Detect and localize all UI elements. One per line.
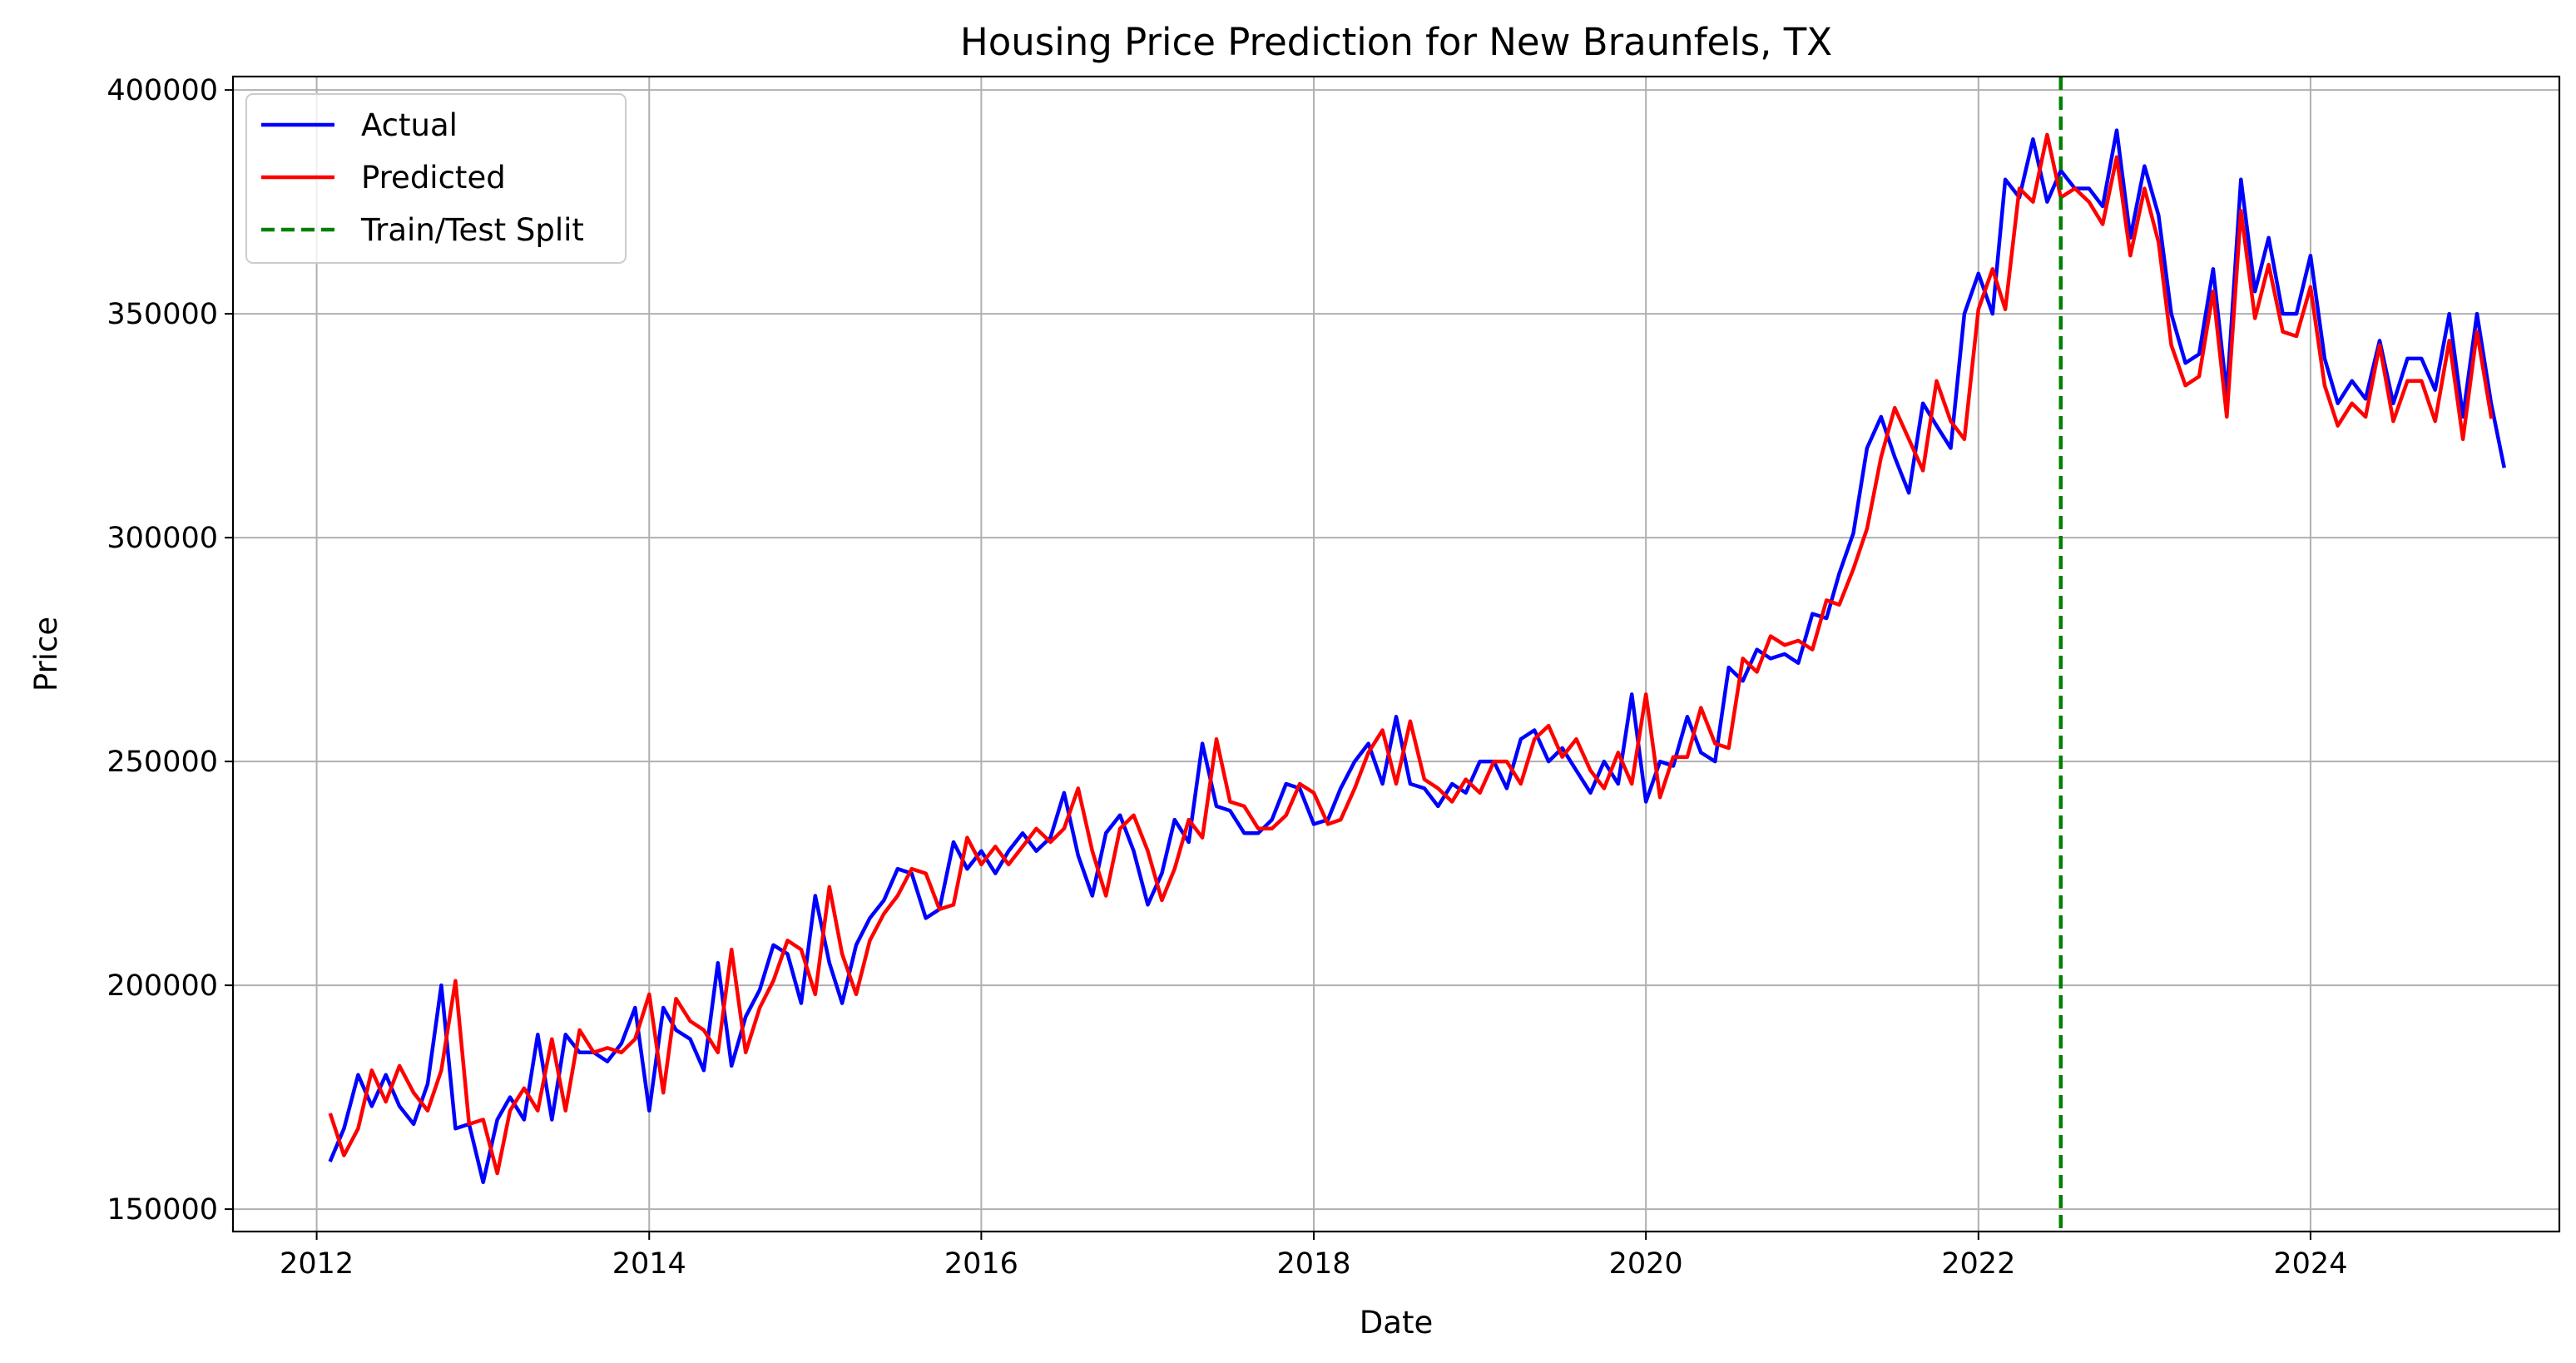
y-axis: 150000 200000 250000 300000 350000 400000 <box>107 74 233 1227</box>
plot-frame <box>231 75 2561 1233</box>
grid <box>233 77 2559 1232</box>
y-tick-label: 400000 <box>107 74 218 107</box>
legend-label-actual: Actual <box>361 107 458 143</box>
legend: Actual Predicted Train/Test Split <box>245 93 627 264</box>
x-axis-title: Date <box>1360 1305 1433 1341</box>
y-tick-label: 350000 <box>107 298 218 331</box>
legend-label-predicted: Predicted <box>361 160 506 196</box>
y-tick-label: 150000 <box>107 1193 218 1227</box>
y-tick-label: 200000 <box>107 969 218 1003</box>
x-tick-label: 2016 <box>944 1247 1018 1281</box>
series-line-predicted <box>328 132 2494 1176</box>
legend-label-split: Train/Test Split <box>360 212 584 248</box>
x-axis: 2012 2014 2016 2018 2020 2022 2024 <box>280 1232 2347 1281</box>
x-tick-label: 2024 <box>2273 1247 2347 1281</box>
x-tick-label: 2020 <box>1609 1247 1683 1281</box>
y-tick-label: 250000 <box>107 746 218 779</box>
y-tick-label: 300000 <box>107 522 218 555</box>
series-lines <box>328 77 2506 1232</box>
legend-box <box>245 93 627 264</box>
chart-title: Housing Price Prediction for New Braunfe… <box>960 20 1832 64</box>
x-tick-label: 2014 <box>612 1247 686 1281</box>
x-tick-label: 2018 <box>1277 1247 1351 1281</box>
y-axis-title: Price <box>28 617 64 691</box>
x-tick-label: 2022 <box>1941 1247 2015 1281</box>
series-line-actual <box>328 128 2506 1185</box>
x-tick-label: 2012 <box>280 1247 354 1281</box>
